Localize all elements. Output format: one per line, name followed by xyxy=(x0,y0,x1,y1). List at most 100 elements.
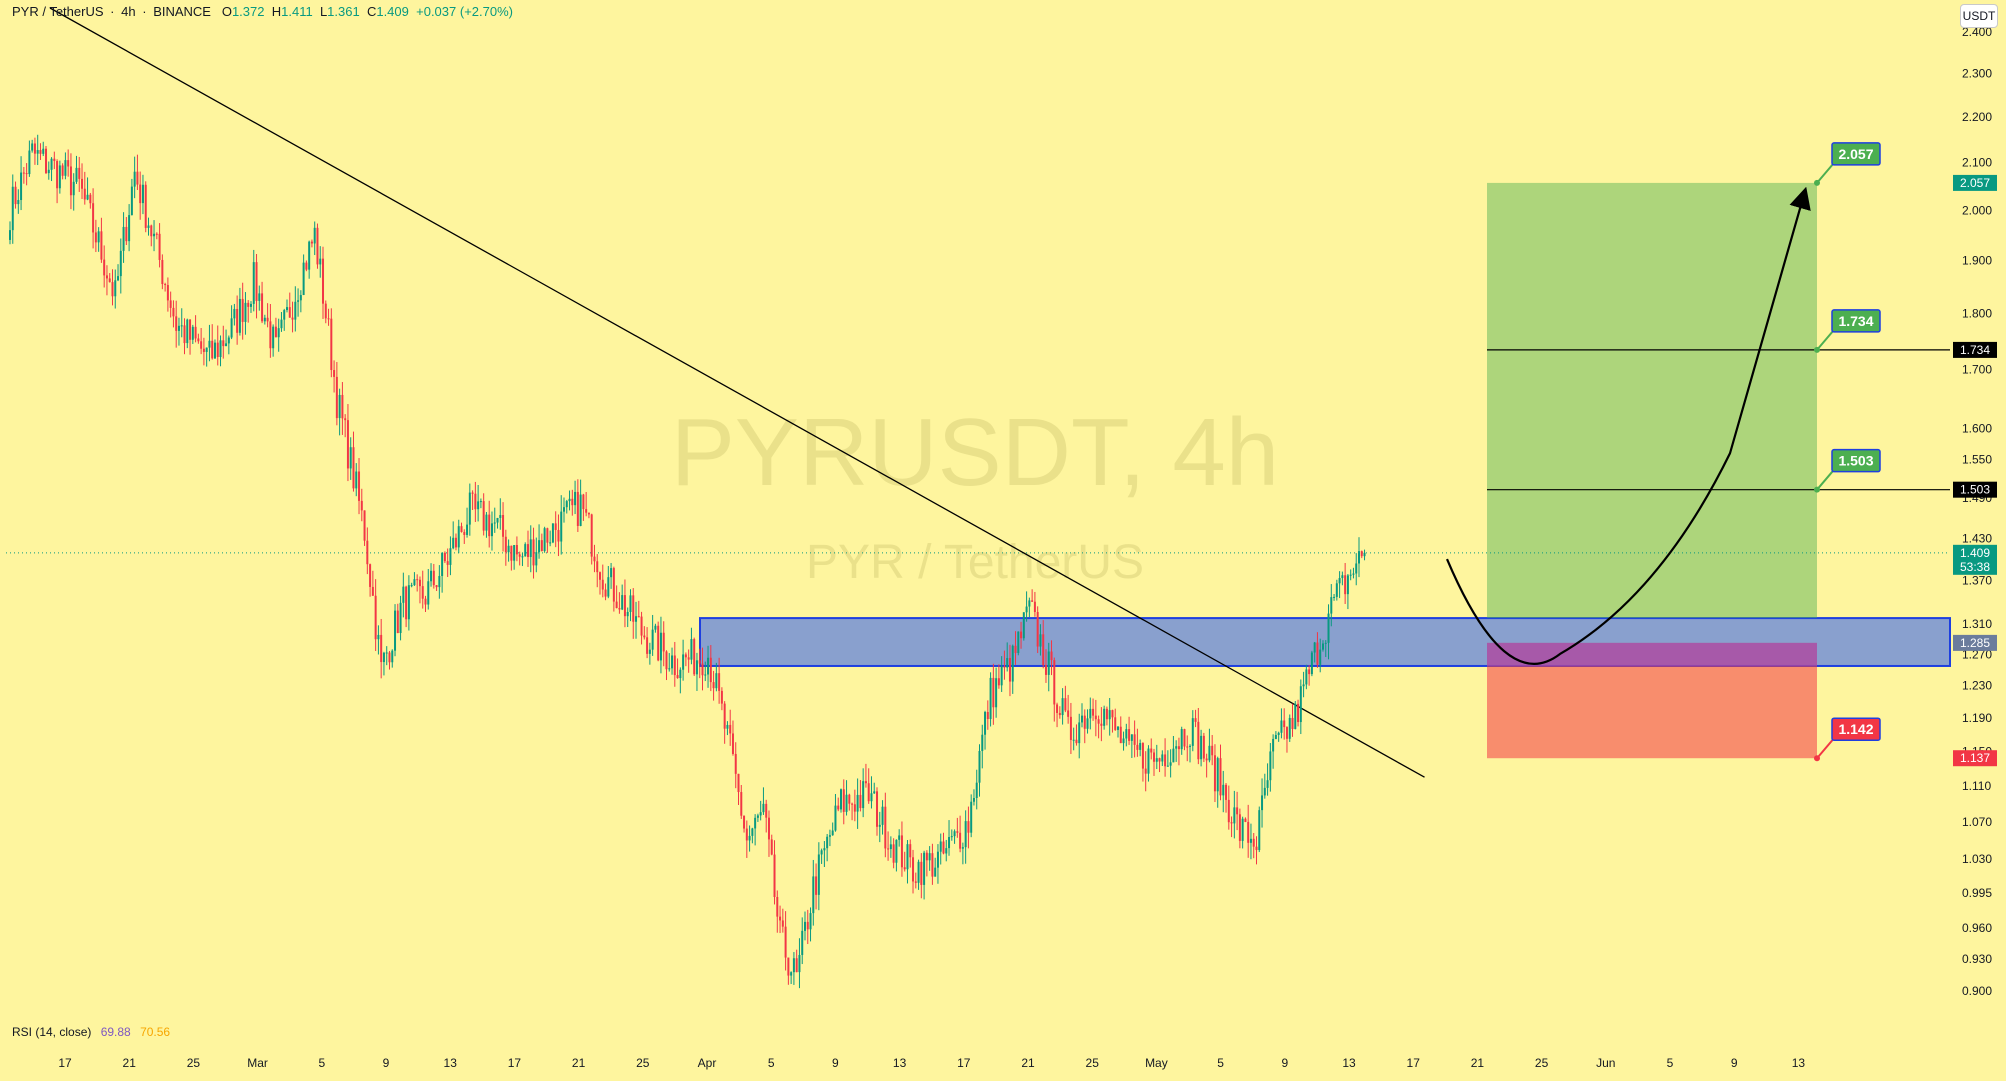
candle[interactable] xyxy=(817,842,820,911)
candle[interactable] xyxy=(1324,640,1327,658)
candle[interactable] xyxy=(1233,790,1236,839)
candle[interactable] xyxy=(781,908,784,933)
candle[interactable] xyxy=(213,339,216,360)
candle[interactable] xyxy=(1355,553,1358,586)
candle[interactable] xyxy=(1069,702,1072,754)
candle[interactable] xyxy=(770,834,773,856)
candle[interactable] xyxy=(294,286,297,332)
candle[interactable] xyxy=(524,542,527,557)
candle[interactable] xyxy=(158,223,161,268)
candle[interactable] xyxy=(1100,707,1103,742)
candle[interactable] xyxy=(1230,816,1233,838)
candle[interactable] xyxy=(1349,569,1352,581)
candle[interactable] xyxy=(604,583,607,601)
candle[interactable] xyxy=(166,277,169,312)
candle[interactable] xyxy=(856,778,859,829)
candle[interactable] xyxy=(1252,833,1255,859)
candle[interactable] xyxy=(1294,701,1297,730)
candle[interactable] xyxy=(374,579,377,652)
candle[interactable] xyxy=(108,273,111,283)
candle[interactable] xyxy=(981,724,984,769)
candle[interactable] xyxy=(380,618,383,679)
candle[interactable] xyxy=(302,254,305,296)
candle[interactable] xyxy=(443,551,446,564)
candle[interactable] xyxy=(172,300,175,328)
candle[interactable] xyxy=(391,649,394,668)
candle[interactable] xyxy=(327,308,330,326)
candle[interactable] xyxy=(1139,739,1142,757)
candle[interactable] xyxy=(1036,606,1039,654)
candle[interactable] xyxy=(972,789,975,806)
candle[interactable] xyxy=(565,499,568,514)
candle[interactable] xyxy=(1014,631,1017,665)
candle[interactable] xyxy=(1006,642,1009,672)
candle[interactable] xyxy=(1003,650,1006,680)
candle[interactable] xyxy=(1335,579,1338,601)
candle[interactable] xyxy=(114,269,117,309)
candle[interactable] xyxy=(308,240,311,279)
candle[interactable] xyxy=(1216,756,1219,808)
candle[interactable] xyxy=(155,232,158,240)
candle[interactable] xyxy=(1133,720,1136,758)
candle[interactable] xyxy=(726,721,729,736)
candle[interactable] xyxy=(1150,738,1153,760)
candle[interactable] xyxy=(712,670,715,701)
candle[interactable] xyxy=(682,639,685,681)
candle[interactable] xyxy=(1211,735,1214,766)
candle[interactable] xyxy=(948,820,951,856)
candle[interactable] xyxy=(776,890,779,933)
candle[interactable] xyxy=(191,324,194,345)
candle[interactable] xyxy=(707,645,710,688)
candle[interactable] xyxy=(388,650,391,670)
candle[interactable] xyxy=(22,167,25,184)
candle[interactable] xyxy=(1125,723,1128,747)
candle[interactable] xyxy=(430,563,433,587)
candle[interactable] xyxy=(1053,657,1056,722)
symbol-name[interactable]: PYR / TetherUS xyxy=(12,4,104,19)
candle[interactable] xyxy=(759,800,762,821)
stop-callout-box[interactable] xyxy=(1831,717,1881,741)
candle[interactable] xyxy=(1191,710,1194,752)
candle[interactable] xyxy=(344,414,347,438)
candle[interactable] xyxy=(873,782,876,794)
candle[interactable] xyxy=(280,311,283,332)
candle[interactable] xyxy=(751,827,754,844)
candle[interactable] xyxy=(86,177,89,201)
candle[interactable] xyxy=(1208,728,1211,763)
candle[interactable] xyxy=(970,794,973,838)
candle[interactable] xyxy=(651,614,654,656)
candle[interactable] xyxy=(463,529,466,544)
candle[interactable] xyxy=(297,288,300,317)
candle[interactable] xyxy=(662,621,665,667)
candle[interactable] xyxy=(779,905,782,934)
candle[interactable] xyxy=(479,498,482,509)
candle[interactable] xyxy=(247,300,250,323)
candle[interactable] xyxy=(889,836,892,858)
candle[interactable] xyxy=(371,570,374,596)
candle[interactable] xyxy=(571,489,574,516)
candle[interactable] xyxy=(75,155,78,184)
candle[interactable] xyxy=(1344,562,1347,604)
candle[interactable] xyxy=(803,911,806,941)
candle[interactable] xyxy=(864,763,867,788)
candle[interactable] xyxy=(432,563,435,589)
candle[interactable] xyxy=(1205,753,1208,778)
candle[interactable] xyxy=(322,246,325,319)
candle[interactable] xyxy=(762,787,765,815)
candle[interactable] xyxy=(97,227,100,252)
candle[interactable] xyxy=(931,843,934,885)
candle[interactable] xyxy=(978,744,981,797)
candle[interactable] xyxy=(164,282,167,292)
candle[interactable] xyxy=(1247,804,1250,858)
candle[interactable] xyxy=(1341,571,1344,586)
candle[interactable] xyxy=(1238,808,1241,849)
candle[interactable] xyxy=(349,437,352,480)
candle[interactable] xyxy=(740,784,743,819)
candle[interactable] xyxy=(324,300,327,324)
candle[interactable] xyxy=(405,585,408,628)
candle[interactable] xyxy=(457,519,460,554)
candle[interactable] xyxy=(177,317,180,346)
candle[interactable] xyxy=(967,806,970,849)
candle[interactable] xyxy=(684,652,687,667)
candle[interactable] xyxy=(510,545,513,571)
